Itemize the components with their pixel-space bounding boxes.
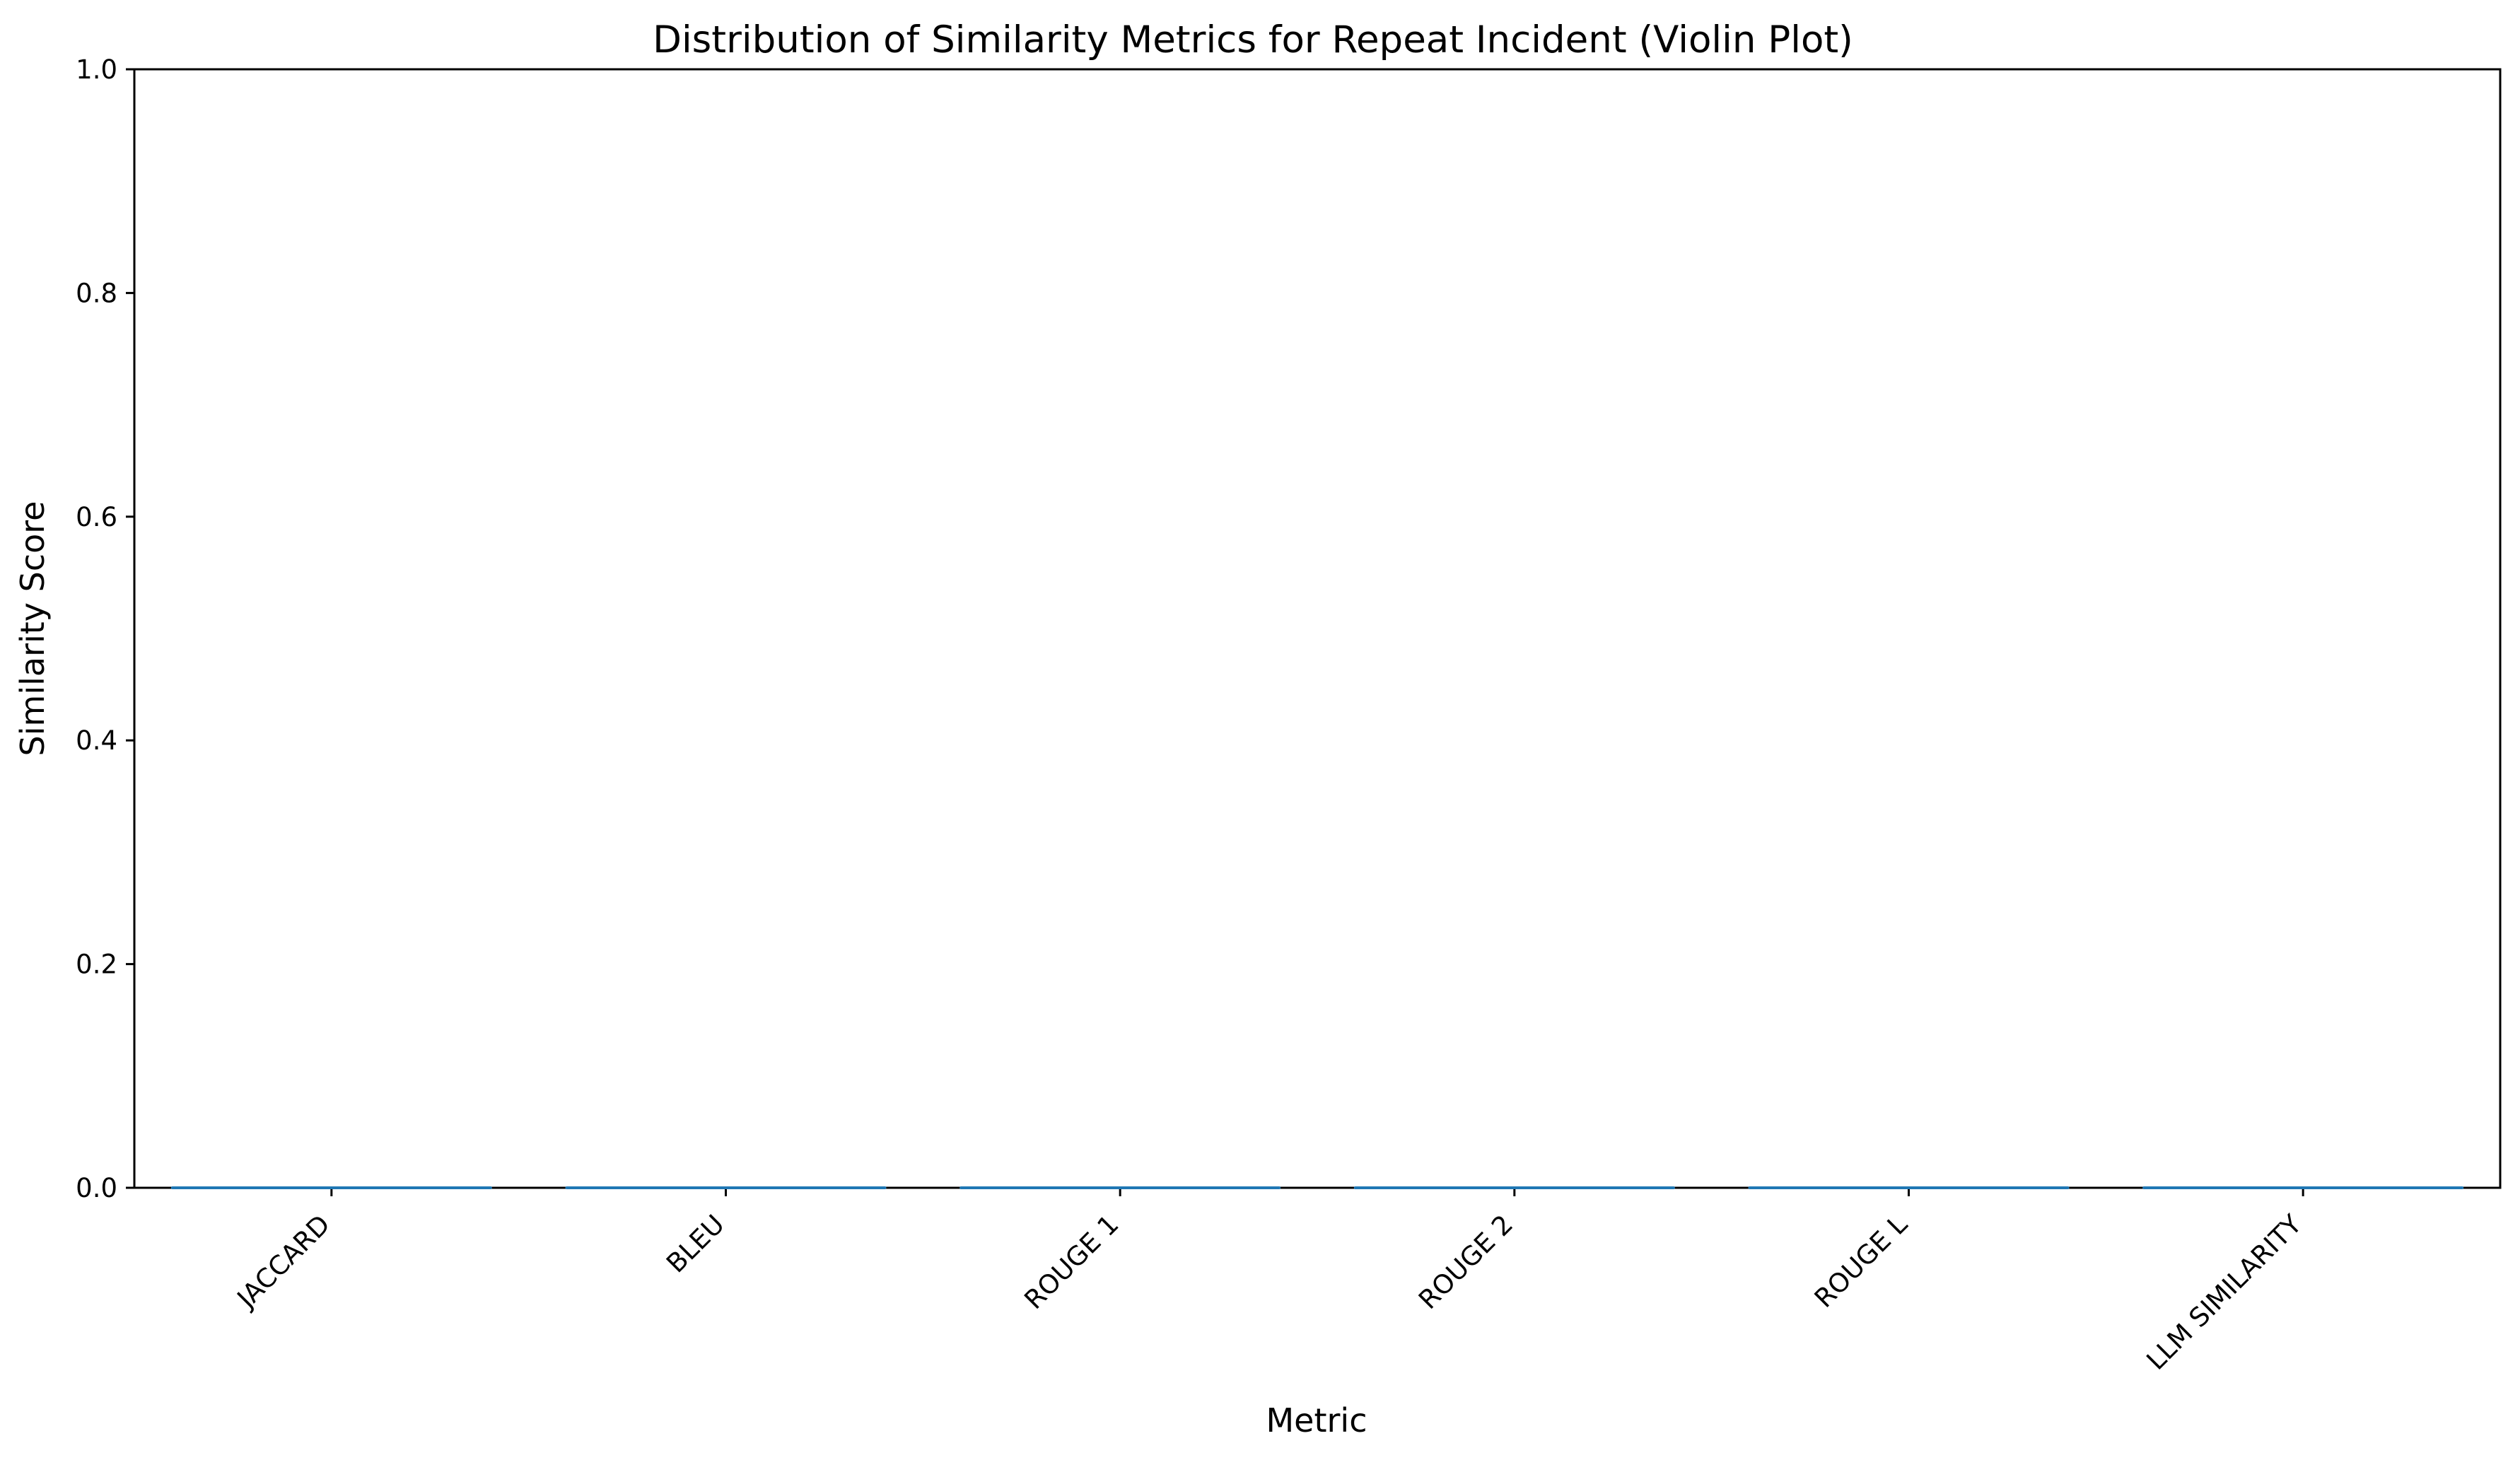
x-axis: JACCARD BLEU ROUGE 1 ROUGE 2 ROUGE L LLM SIMI… — [231, 1188, 2308, 1376]
y-tick-label: 0.2 — [76, 950, 117, 980]
y-tick-label: 0.6 — [76, 502, 117, 532]
y-tick-label: 1.0 — [76, 54, 117, 85]
plot-frame — [133, 68, 2502, 1189]
x-tick-label: ROUGE L — [1809, 1209, 1913, 1314]
x-tick-label: LLM SIMILARITY — [2141, 1209, 2308, 1376]
x-tick-label: BLEU — [660, 1209, 730, 1279]
y-tick-label: 0.0 — [76, 1173, 117, 1203]
y-tick-label: 0.4 — [76, 725, 117, 756]
y-axis-label: Similarity Score — [13, 501, 52, 757]
x-tick-label: JACCARD — [231, 1209, 336, 1314]
y-tick-label: 0.8 — [76, 278, 117, 308]
x-axis-label: Metric — [1266, 1401, 1367, 1439]
x-tick-label: ROUGE 1 — [1018, 1209, 1124, 1315]
y-axis: 0.0 0.2 0.4 0.6 0.8 1.0 — [76, 54, 134, 1203]
chart-title: Distribution of Similarity Metrics for R… — [653, 18, 1853, 62]
x-tick-label: ROUGE 2 — [1413, 1209, 1519, 1315]
